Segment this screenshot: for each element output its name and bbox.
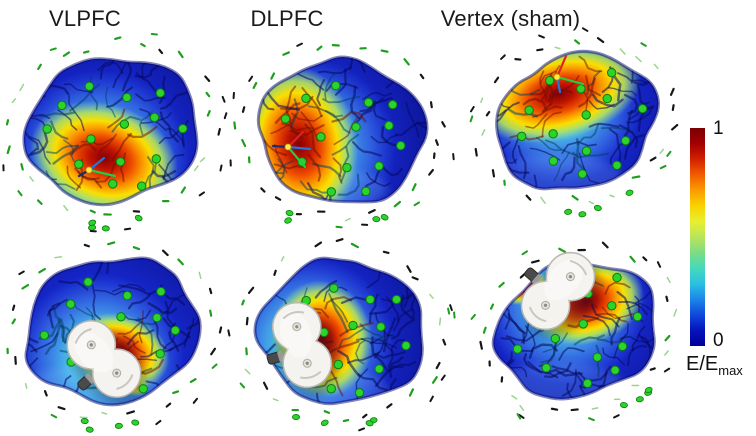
electrode-ring [6,227,223,433]
panel-vertex-coil [470,241,678,422]
colorbar-quantity-label: E/Emax [686,353,743,378]
electrode-ring [469,27,679,218]
column-title-dlpfc: DLPFC [250,6,324,31]
colorbar [690,128,705,346]
panel-vertex-efield [469,27,679,218]
brain-surface [23,58,197,205]
panel-vlpfc-efield [2,32,228,232]
electrode-dots [512,272,643,389]
target-marker [271,130,312,169]
panel-dlpfc-coil [227,238,456,432]
electrode-dots [517,68,648,179]
colorbar-min-label: 0 [713,330,724,351]
colorbar-max-label: 1 [713,118,724,139]
tms-coil [266,301,333,389]
brain-surface [254,258,423,404]
sulci-texture [258,57,427,202]
electrode-dots [42,81,188,191]
panel-vlpfc-coil [6,227,223,433]
tms-coil [66,320,142,398]
panel-dlpfc-efield [229,42,455,229]
brain-surface [496,51,659,189]
tms-coil [520,251,596,331]
column-title-vlpfc: VLPFC [49,6,121,31]
brain-surface [258,57,427,202]
electrode-ring [229,42,455,229]
electrode-ring [2,32,228,232]
electrode-ring [470,241,678,422]
target-marker [553,54,585,94]
electrode-ring [227,238,456,432]
target-marker [77,156,117,178]
column-title-vertex-sham: Vertex (sham) [440,6,581,31]
